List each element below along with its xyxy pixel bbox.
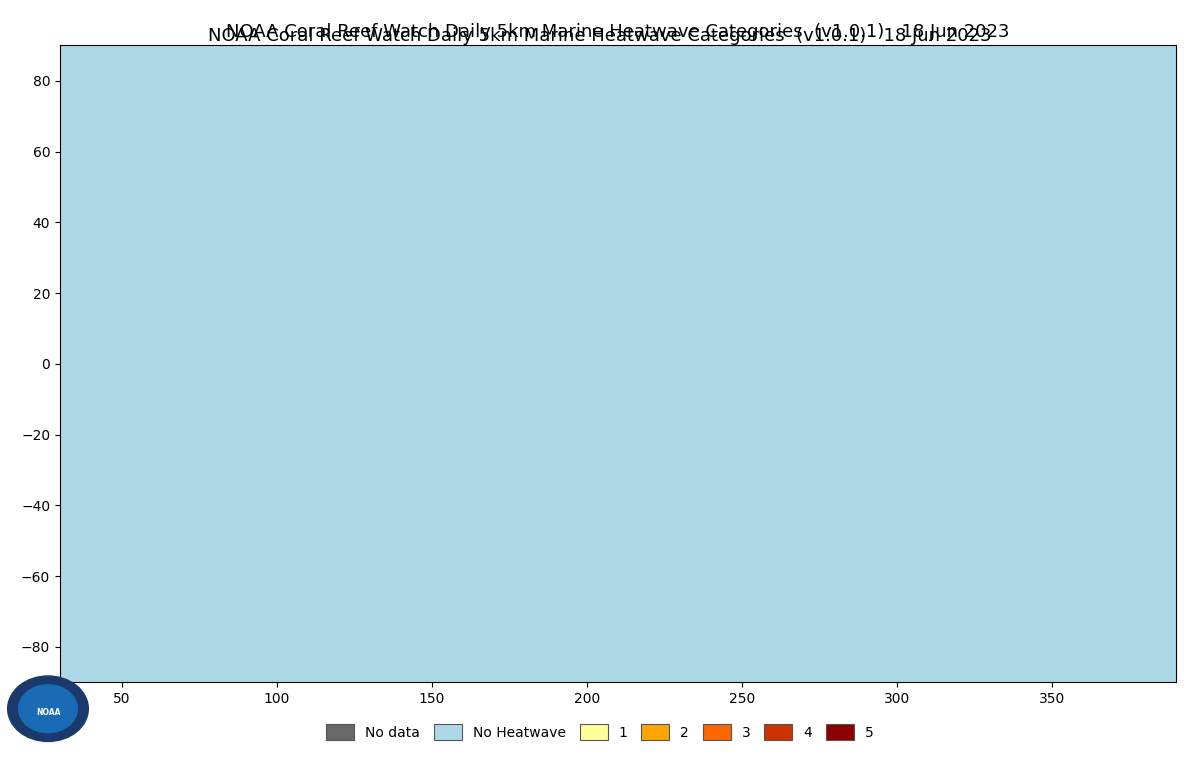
Circle shape <box>19 685 78 732</box>
Circle shape <box>7 676 89 741</box>
Legend: No data, No Heatwave, 1, 2, 3, 4, 5: No data, No Heatwave, 1, 2, 3, 4, 5 <box>319 717 881 747</box>
Title: NOAA Coral Reef Watch Daily 5km Marine Heatwave Categories  (v1.0.1)   18 Jun 20: NOAA Coral Reef Watch Daily 5km Marine H… <box>227 23 1009 41</box>
Text: NOAA: NOAA <box>36 708 60 716</box>
Text: NOAA Coral Reef Watch Daily 5km Marine Heatwave Categories  (v1.0.1)   18 Jun 20: NOAA Coral Reef Watch Daily 5km Marine H… <box>209 27 991 45</box>
